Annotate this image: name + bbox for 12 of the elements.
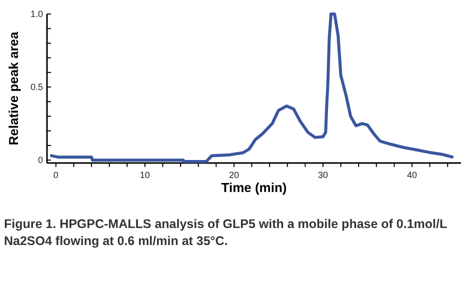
y-tick-label: 1.0 (30, 9, 43, 19)
y-tick-label: 0 (38, 155, 43, 166)
x-axis-title: Time (min) (221, 180, 287, 195)
x-tick-label: 0 (53, 170, 58, 180)
x-tick-label: 10 (140, 170, 150, 180)
x-tick-label: 20 (228, 170, 239, 180)
y-axis-title: Relative peak area (6, 31, 21, 146)
caption: Figure 1. HPGPC-MALLS analysis of GLP5 with a mobile phase of 0.1mol/L Na2SO4 flowing at 0.6 ml/min at 35°C. (4, 217, 448, 248)
y-tick-label: 0.5 (30, 82, 43, 92)
x-tick-label: 30 (318, 170, 328, 180)
line-series (50, 12, 454, 164)
x-tick-label: 40 (407, 170, 418, 180)
